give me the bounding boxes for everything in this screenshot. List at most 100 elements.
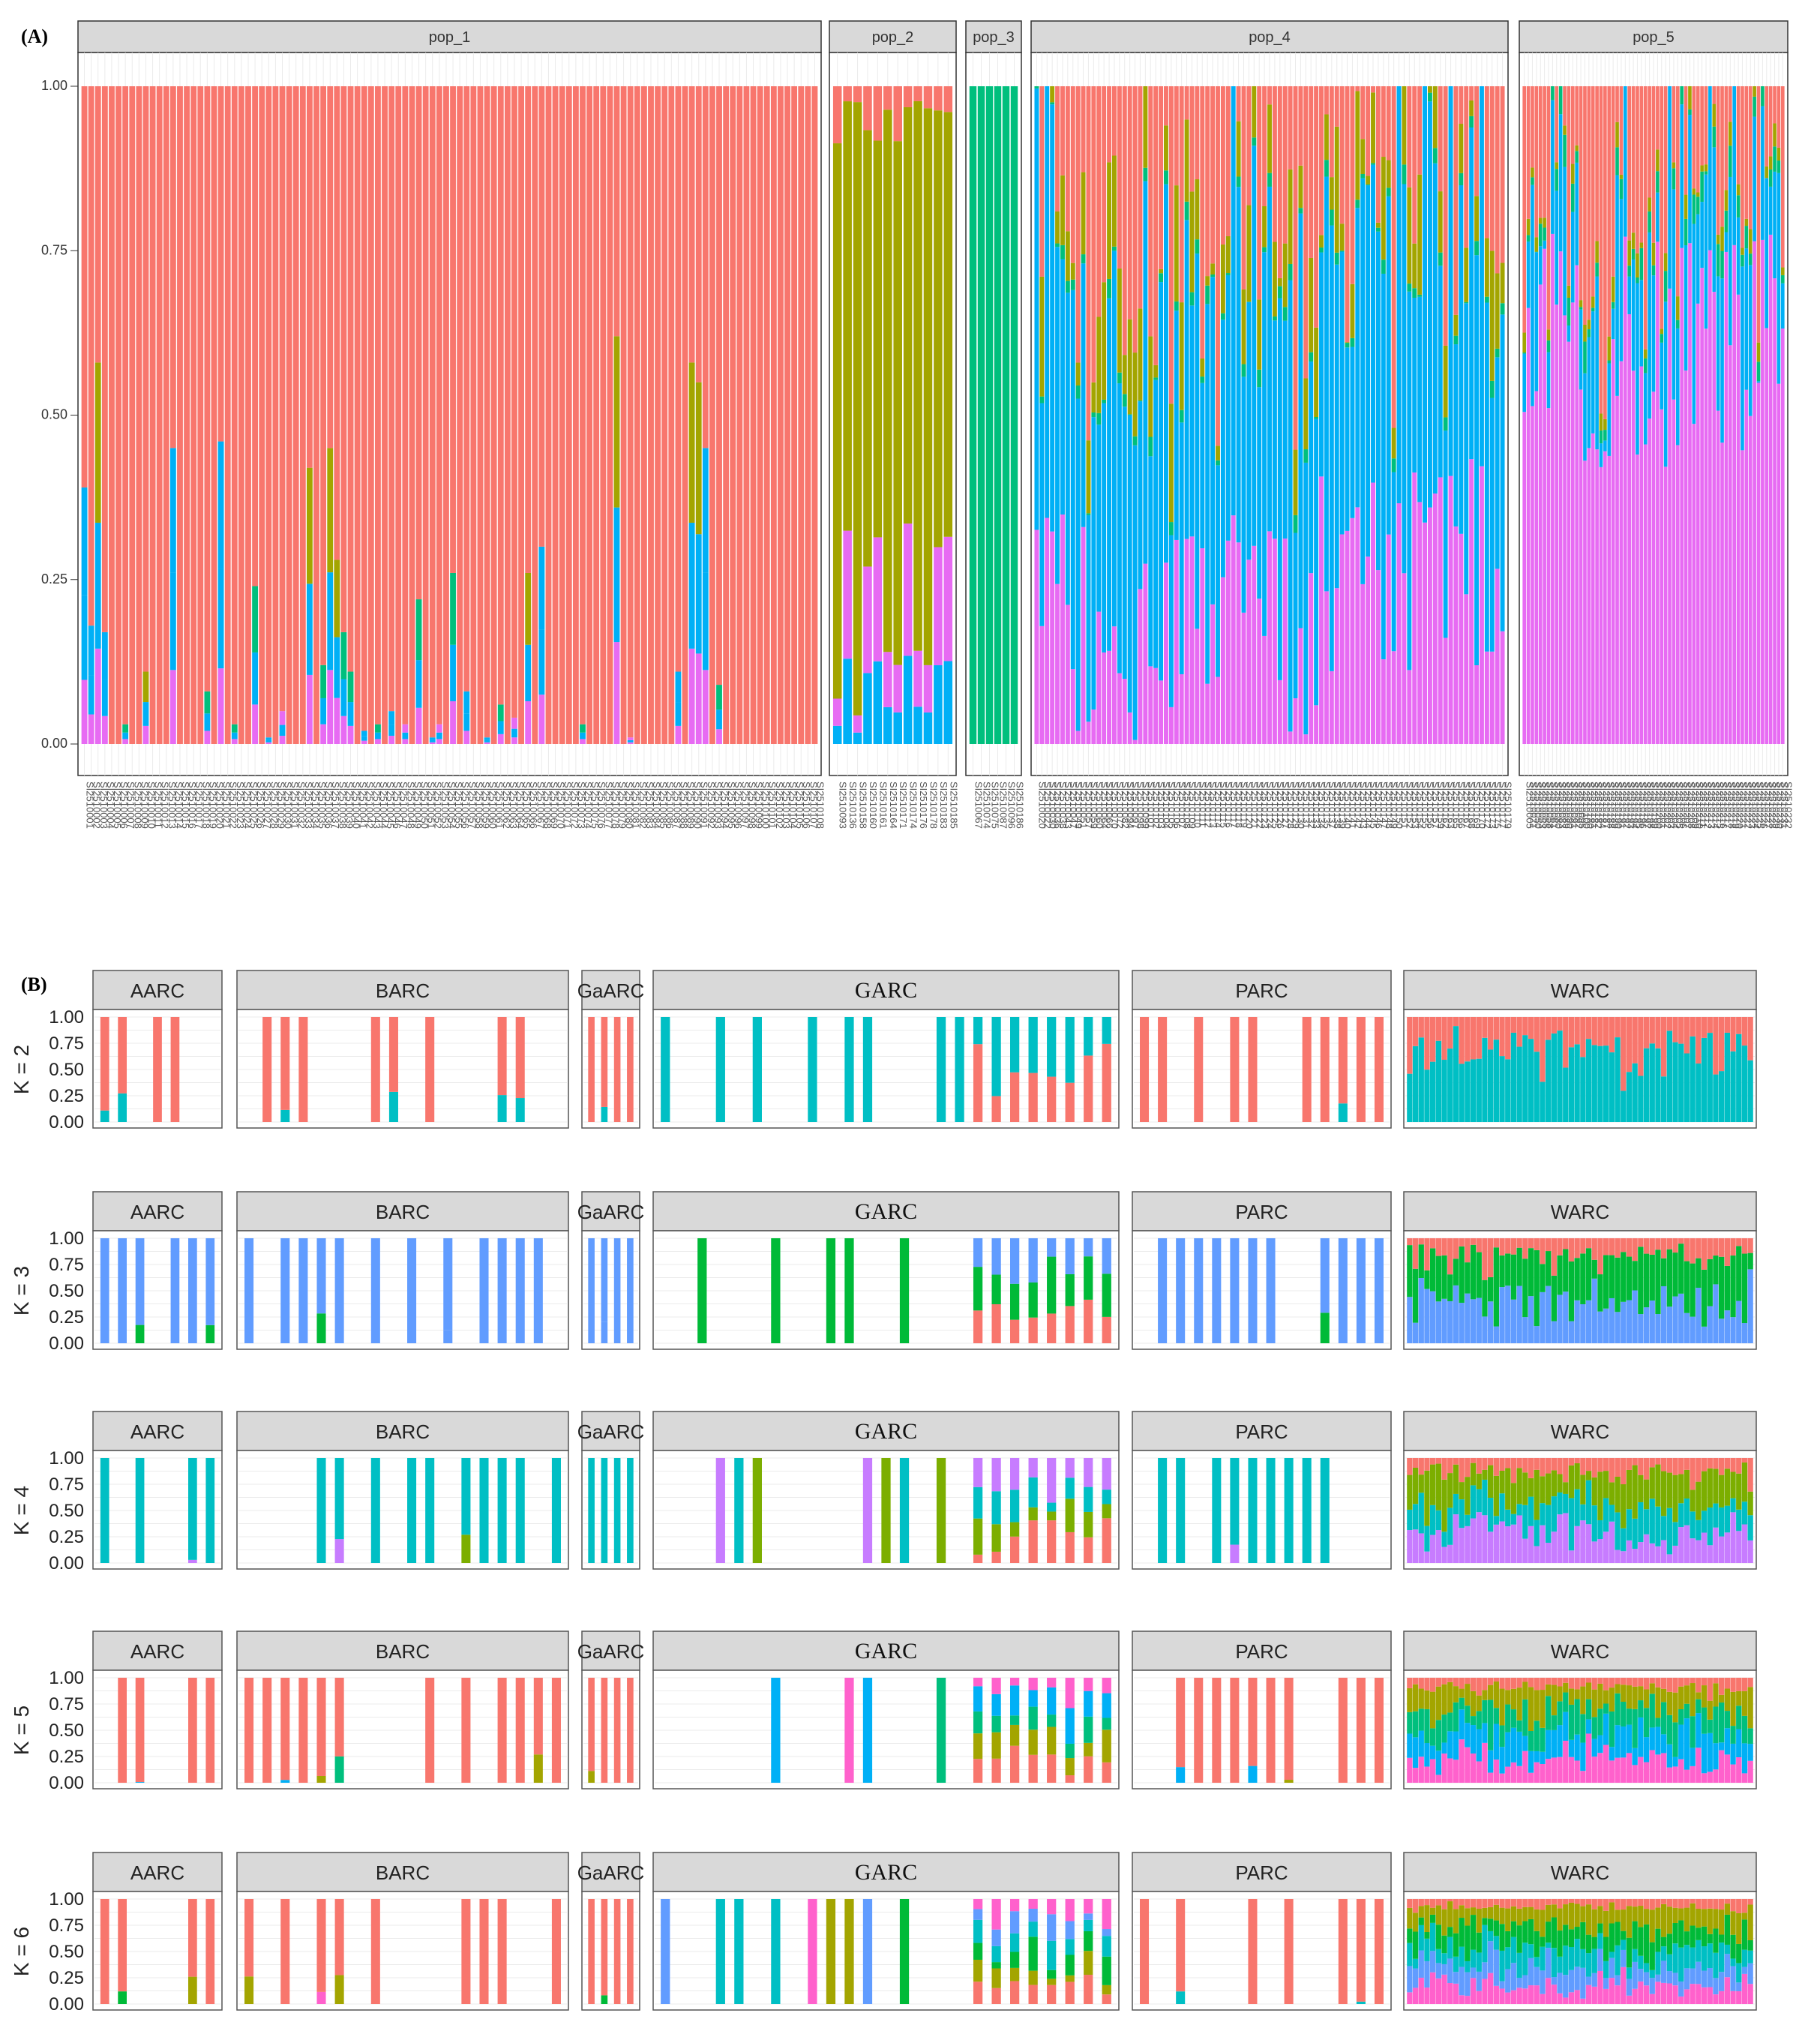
- bar-segment: [1621, 1726, 1627, 1758]
- bar-segment: [1580, 1922, 1586, 1949]
- bar-segment: [1603, 1471, 1609, 1498]
- bar-segment: [1660, 1960, 1667, 1983]
- x-tick-label: SI2510041: [358, 782, 369, 829]
- bar-segment: [969, 86, 977, 744]
- bar-segment: [1684, 1907, 1690, 1932]
- bar-segment: [1558, 114, 1563, 252]
- bar-segment: [1407, 1712, 1413, 1734]
- bar-segment: [1555, 304, 1559, 744]
- bar-segment: [1510, 1254, 1517, 1300]
- bar-segment: [1638, 1700, 1644, 1718]
- bar-segment: [1718, 1238, 1725, 1257]
- bar-segment: [1626, 1753, 1633, 1783]
- bar-segment: [1690, 1903, 1696, 1926]
- bar-segment: [1339, 251, 1345, 535]
- bar-segment: [1065, 280, 1070, 293]
- bar-segment: [1522, 1472, 1528, 1505]
- bar-segment: [1424, 1743, 1430, 1767]
- bar-segment: [1418, 1474, 1424, 1493]
- bar-segment: [1632, 1921, 1638, 1949]
- bar-segment: [1678, 1981, 1684, 1997]
- bar-segment: [1459, 1303, 1465, 1343]
- bar-segment: [1435, 1301, 1442, 1343]
- bar-segment: [1688, 86, 1692, 110]
- bar-segment: [1360, 139, 1366, 174]
- bar-segment: [1284, 1780, 1294, 1783]
- bar-segment: [1386, 196, 1391, 535]
- bar-segment: [388, 724, 395, 736]
- bar-segment: [1010, 1536, 1020, 1563]
- bar-segment: [1585, 1719, 1592, 1734]
- bar-segment: [1591, 1738, 1597, 1757]
- bar-segment: [1747, 1963, 1753, 1984]
- bar-segment: [1666, 1554, 1673, 1563]
- bar-segment: [1047, 1899, 1057, 1915]
- bar-segment: [1580, 1458, 1586, 1475]
- bar-segment: [1718, 1934, 1725, 1943]
- facet-label: WARC: [1551, 1201, 1609, 1223]
- bar-segment: [1168, 522, 1174, 536]
- bar-segment: [1338, 1017, 1348, 1104]
- bar-segment: [1724, 1310, 1731, 1343]
- bar-segment: [1039, 276, 1045, 397]
- bar-segment: [1678, 1458, 1684, 1474]
- bar-segment: [1465, 1960, 1471, 1972]
- bar-segment: [1065, 1743, 1075, 1759]
- x-tick-label: SI2510004: [105, 782, 116, 829]
- bar-segment: [1470, 1725, 1477, 1754]
- bar-segment: [1464, 303, 1469, 595]
- bar-segment: [1432, 86, 1438, 148]
- facet-label: PARC: [1235, 980, 1288, 1002]
- bar-segment: [1747, 1744, 1753, 1761]
- bar-segment: [1568, 1498, 1575, 1551]
- bar-segment: [1194, 1017, 1204, 1122]
- bar-segment: [1546, 329, 1551, 340]
- bar-segment: [1111, 250, 1117, 627]
- bar-segment: [1010, 1283, 1020, 1320]
- bar-segment: [1176, 1991, 1186, 2004]
- bar-segment: [1609, 1255, 1615, 1298]
- bar-segment: [1447, 1927, 1453, 1937]
- bar-segment: [1631, 259, 1636, 371]
- bar-segment: [1672, 1766, 1678, 1783]
- bar-segment: [1429, 1061, 1436, 1122]
- bar-segment: [1736, 294, 1741, 744]
- bar-segment: [1688, 109, 1692, 116]
- bar-segment: [873, 661, 883, 744]
- bar-segment: [1615, 1017, 1621, 1038]
- bar-segment: [1055, 584, 1060, 744]
- y-tick-label: 0.75: [49, 1694, 84, 1714]
- bar-segment: [1010, 1952, 1020, 1968]
- bar-segment: [415, 599, 422, 661]
- bar-segment: [1493, 1247, 1500, 1327]
- bar-segment: [1574, 1760, 1580, 1783]
- bar-segment: [1284, 1899, 1294, 2004]
- bar-segment: [81, 487, 88, 596]
- x-tick-label: SI2510094: [1125, 782, 1136, 829]
- x-tick-label: SI2510049: [412, 782, 423, 829]
- bar-segment: [715, 1017, 725, 1122]
- x-tick-label: SI2510104: [787, 782, 799, 829]
- bar-segment: [81, 680, 88, 744]
- bar-segment: [1482, 1978, 1488, 2004]
- bar-segment: [1724, 1017, 1731, 1033]
- bar-segment: [702, 86, 709, 448]
- bar-segment: [1638, 1686, 1644, 1701]
- bar-segment: [973, 1982, 983, 2004]
- bar-segment: [1720, 86, 1724, 227]
- bar-segment: [1195, 179, 1200, 240]
- bar-segment: [1516, 1678, 1522, 1688]
- bar-segment: [470, 86, 477, 744]
- bar-segment: [893, 86, 902, 142]
- bar-segment: [1086, 440, 1091, 514]
- bar-segment: [1580, 1520, 1586, 1563]
- bar-segment: [1047, 1687, 1057, 1715]
- bar-segment: [1638, 1678, 1644, 1687]
- bar-segment: [1339, 250, 1345, 252]
- bar-segment: [1010, 1967, 1020, 1982]
- bar-segment: [1713, 1706, 1719, 1744]
- bar-segment: [1765, 328, 1769, 744]
- bar-segment: [784, 86, 790, 744]
- bar-segment: [1696, 192, 1700, 197]
- x-tick-label: SI2510051: [1078, 782, 1090, 829]
